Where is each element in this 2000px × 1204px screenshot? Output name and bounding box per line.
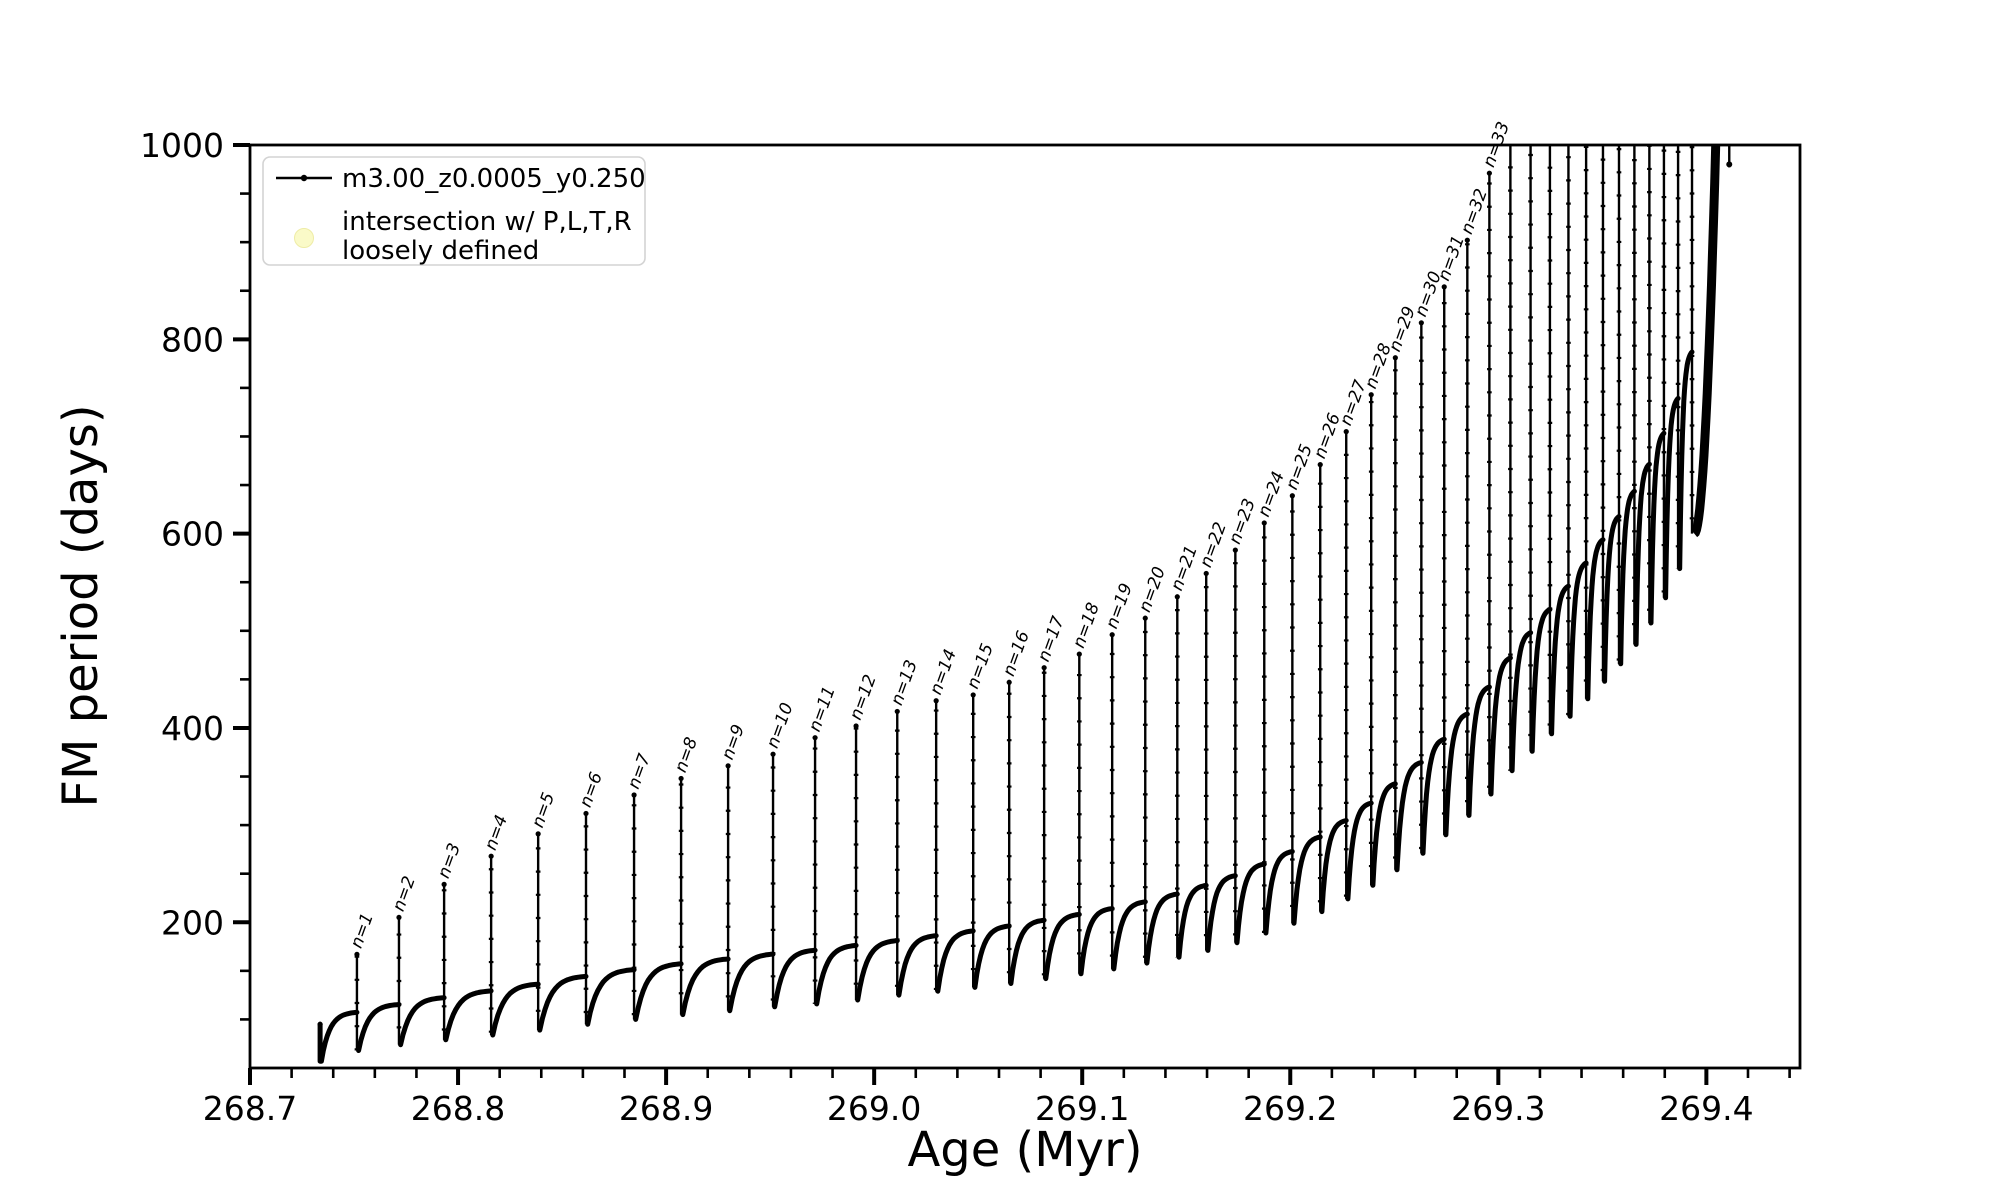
y-tick-label: 800 — [161, 320, 224, 359]
legend-box — [262, 156, 646, 266]
pulse-peak-marker — [396, 914, 402, 921]
pulse-label: n=6 — [576, 769, 607, 810]
series-baseline — [317, 349, 1695, 1064]
pulse-peak-marker — [1174, 594, 1180, 600]
pulse-label: n=3 — [434, 841, 465, 882]
pulse-peak-marker — [725, 763, 731, 769]
pulse-label: n=8 — [671, 735, 702, 776]
pulse-peak-marker — [970, 692, 976, 698]
pulse-label: n=24 — [1254, 469, 1289, 520]
pulse-label: n=1 — [347, 910, 378, 951]
x-tick-label: 269.2 — [1243, 1089, 1337, 1128]
pulse-label: n=19 — [1102, 581, 1137, 632]
pulse-peak-marker — [1203, 570, 1209, 577]
pulse-label: n=10 — [763, 700, 798, 751]
series-start-marker — [317, 1021, 323, 1027]
pulse-peak-marker — [354, 951, 360, 957]
pulse-label: n=16 — [999, 628, 1034, 679]
pulse-peak-marker — [1368, 392, 1374, 398]
pulse-peak-marker — [1006, 679, 1012, 685]
pulse-peak-marker — [1343, 429, 1349, 435]
pulse-peak-marker — [1261, 520, 1267, 526]
pulse-peak-marker — [488, 853, 494, 859]
pulse-label: n=22 — [1196, 520, 1231, 571]
pulse-peak-marker — [1464, 237, 1470, 243]
pulse-label: n=32 — [1457, 186, 1492, 237]
legend-line-marker-dot — [300, 174, 308, 182]
pulse-label: n=18 — [1069, 600, 1104, 651]
pulse-peak-marker — [583, 810, 589, 817]
pulse-peak-marker — [770, 751, 776, 757]
x-tick-label: 269.3 — [1451, 1089, 1545, 1128]
legend-entry-intersection-line2: loosely defined — [342, 236, 539, 266]
legend: m3.00_z0.0005_y0.250 intersection w/ P,L… — [262, 156, 646, 266]
pulse-peak-marker — [933, 698, 939, 704]
pulse-label: n=12 — [846, 672, 881, 723]
y-axis-label: FM period (days) — [53, 404, 109, 807]
y-tick-label: 400 — [161, 709, 224, 748]
y-tick-label: 600 — [161, 515, 224, 554]
pulse-peak-marker — [1109, 632, 1115, 638]
x-tick-label: 269.0 — [827, 1089, 921, 1128]
pulse-peak-marker — [853, 723, 859, 729]
legend-intersection-marker — [294, 228, 314, 248]
pulse-label: n=15 — [963, 641, 998, 692]
pulse-peak-marker — [1142, 615, 1148, 621]
pulse-label: n=20 — [1135, 564, 1170, 615]
pulse-peak-marker — [1441, 284, 1447, 290]
pulse-label: n=21 — [1167, 543, 1202, 594]
pulse-label: n=13 — [887, 657, 922, 708]
x-tick-label: 268.9 — [619, 1089, 713, 1128]
pulse-label: n=14 — [926, 647, 961, 698]
pulse-peak-marker — [1076, 651, 1082, 657]
pulse-label: n=7 — [624, 751, 655, 792]
pulse-peak-marker — [1418, 320, 1424, 326]
pulse-peak-marker — [1392, 355, 1398, 361]
axes-spines — [248, 143, 1802, 1070]
top-edge-remnant-marker — [1726, 161, 1733, 168]
pulse-label: n=5 — [528, 790, 559, 831]
pulse-peak-marker — [812, 735, 818, 741]
y-tick-label: 200 — [161, 903, 224, 942]
pulse-label: n=2 — [389, 874, 420, 915]
pulse-peak-marker — [631, 792, 637, 798]
pulse-peak-marker — [1486, 170, 1492, 176]
pulse-peak-marker — [1289, 493, 1295, 499]
pulse-peak-marker — [1317, 462, 1323, 468]
x-tick-label: 268.8 — [411, 1089, 505, 1128]
legend-entry-intersection-line1: intersection w/ P,L,T,R — [342, 207, 632, 237]
curve-layer — [317, 144, 1733, 1064]
pulse-label: n=4 — [481, 812, 512, 853]
pulse-peak-marker — [1232, 547, 1238, 553]
x-tick-label: 269.4 — [1659, 1089, 1753, 1128]
y-tick-label: 1000 — [140, 126, 224, 165]
pulse-peak-marker — [678, 775, 684, 782]
pulse-label: n=17 — [1034, 614, 1069, 665]
pulse-peak-marker — [894, 708, 900, 715]
pulse-peak-marker — [441, 881, 447, 887]
legend-entry-series: m3.00_z0.0005_y0.250 — [342, 164, 646, 194]
pulse-label: n=31 — [1434, 233, 1469, 284]
ticks-layer: 268.7 268.8 268.9 269.0 269.1 269.2 269.3 269.4… — [140, 126, 1791, 1128]
pulse-peak-marker — [1041, 665, 1047, 671]
x-axis-label: Age (Myr) — [907, 1122, 1142, 1178]
pulse-label: n=11 — [805, 684, 840, 735]
x-tick-label: 268.7 — [203, 1089, 297, 1128]
x-tick-label: 269.1 — [1035, 1089, 1129, 1128]
pulse-peak-marker — [535, 831, 541, 837]
series-final-rise — [1691, 144, 1721, 538]
pulse-label: n=23 — [1225, 496, 1260, 547]
pulse-label: n=9 — [718, 722, 749, 763]
